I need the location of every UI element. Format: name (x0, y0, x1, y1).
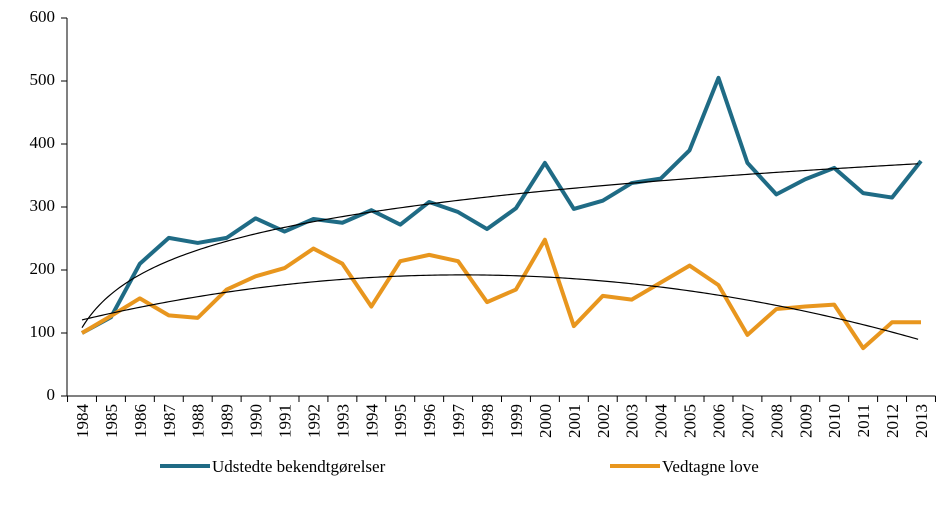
x-tick-label: 1994 (362, 404, 381, 439)
x-tick-label: 2002 (594, 404, 613, 438)
x-tick-label: 1998 (478, 404, 497, 438)
x-tick-label: 1995 (391, 404, 410, 438)
x-tick-label: 2000 (536, 404, 555, 438)
x-tick-label: 1988 (189, 404, 208, 438)
trend-line (81, 163, 919, 329)
y-tick-label: 600 (30, 7, 56, 26)
y-tick-label: 400 (30, 133, 56, 152)
legend-label: Vedtagne love (662, 457, 759, 476)
trend-line (81, 274, 919, 340)
x-tick-label: 2012 (883, 404, 902, 438)
x-tick-label: 2011 (854, 404, 873, 437)
x-tick-label: 2010 (825, 404, 844, 438)
x-tick-label: 1984 (73, 404, 92, 439)
x-tick-label: 1986 (131, 404, 150, 438)
y-tick-label: 0 (47, 385, 56, 404)
x-tick-label: 2003 (623, 404, 642, 438)
series-line (81, 75, 923, 335)
x-tick-label: 1985 (102, 404, 121, 438)
x-tick-label: 2004 (652, 404, 671, 439)
x-tick-label: 2009 (796, 404, 815, 438)
x-tick-label: 1991 (276, 404, 295, 438)
x-tick-label: 2001 (565, 404, 584, 438)
y-tick-label: 100 (30, 322, 56, 341)
x-tick-label: 1989 (218, 404, 237, 438)
legend-label: Udstedte bekendtgørelser (212, 457, 386, 476)
y-tick-label: 500 (30, 70, 56, 89)
x-tick-label: 1997 (449, 404, 468, 439)
x-tick-label: 1990 (247, 404, 266, 438)
x-tick-label: 2005 (681, 404, 700, 438)
legend-item: Vedtagne love (610, 457, 759, 476)
x-tick-label: 1992 (304, 404, 323, 438)
x-tick-label: 2013 (912, 404, 931, 438)
x-tick-label: 2008 (767, 404, 786, 438)
series-line (80, 237, 921, 351)
y-tick-label: 200 (30, 259, 56, 278)
x-tick-label: 1996 (420, 404, 439, 438)
x-tick-label: 1993 (333, 404, 352, 438)
legend-item: Udstedte bekendtgørelser (160, 457, 386, 476)
x-tick-label: 2006 (709, 404, 728, 438)
x-tick-label: 2007 (738, 404, 757, 439)
x-tick-label: 1999 (507, 404, 526, 438)
x-tick-label: 1987 (160, 404, 179, 439)
y-tick-label: 300 (30, 196, 56, 215)
